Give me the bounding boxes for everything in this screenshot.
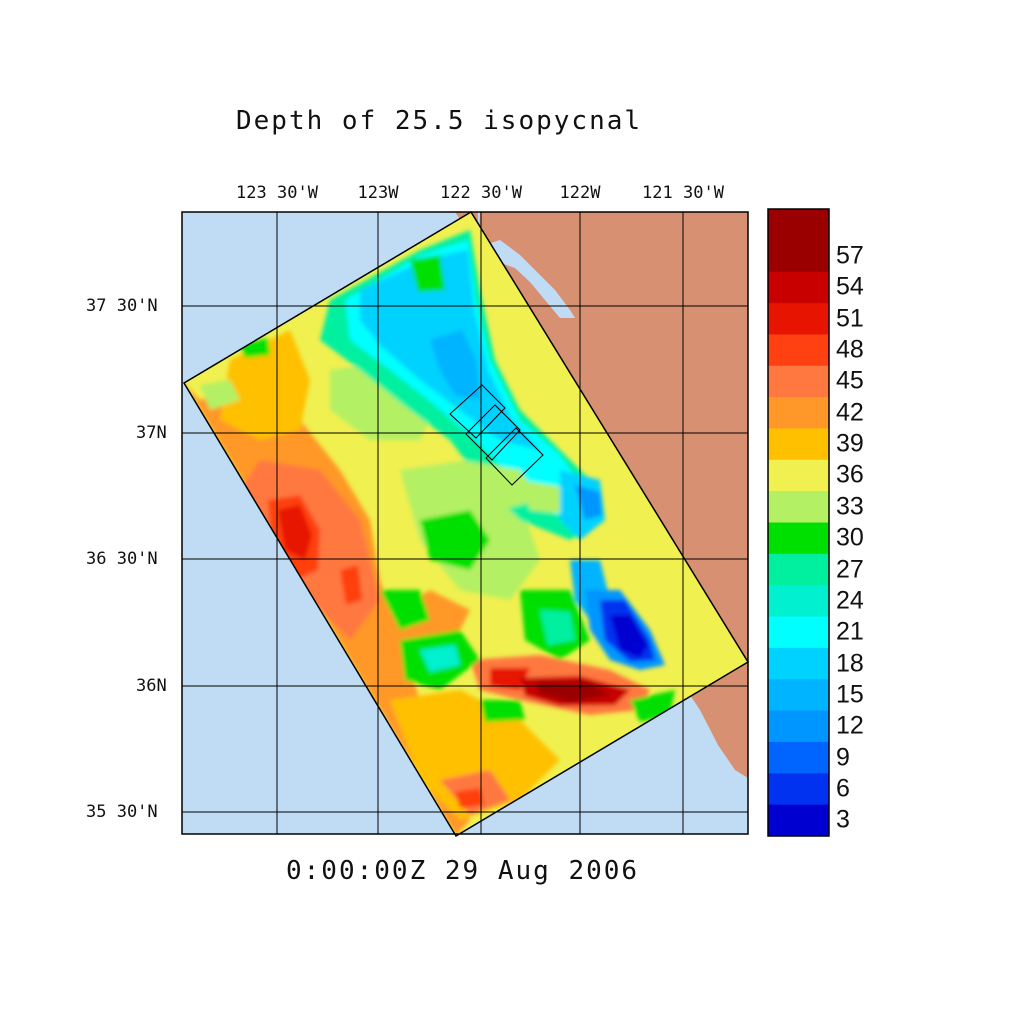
colorbar-swatch (768, 491, 829, 523)
longitude-label: 121 30'W (642, 183, 724, 203)
colorbar-label: 9 (836, 743, 850, 772)
colorbar-swatch (768, 647, 829, 680)
colorbar-label: 36 (836, 460, 864, 489)
colorbar-label: 33 (836, 492, 864, 521)
colorbar-swatch (768, 459, 829, 492)
longitude-label: 123 30'W (236, 183, 318, 203)
colorbar-label: 30 (836, 523, 864, 552)
longitude-label: 122 30'W (440, 183, 522, 203)
nested-domain-box (465, 404, 521, 461)
colorbar-label: 21 (836, 617, 864, 646)
colorbar-swatch (768, 240, 829, 273)
longitude-label: 122W (559, 183, 601, 203)
plot-title: Depth of 25.5 isopycnal (236, 106, 643, 136)
latitude-label: 35 30'N (86, 802, 158, 822)
colorbar-swatch (768, 804, 829, 837)
colorbar-label: 39 (836, 429, 864, 458)
colorbar-label: 12 (836, 711, 864, 740)
isopycnal-depth-field (184, 212, 748, 836)
latitude-label: 36 30'N (86, 549, 158, 569)
colorbar-frame (767, 208, 830, 837)
latitude-label: 36N (136, 676, 167, 696)
model-domain-outline (182, 210, 750, 838)
colorbar (767, 208, 830, 837)
timestamp: 0:00:00Z 29 Aug 2006 (286, 856, 640, 886)
colorbar-swatch (768, 522, 829, 555)
colorbar-swatch (768, 365, 829, 398)
colorbar-label: 57 (836, 241, 864, 270)
colorbar-swatch (768, 741, 829, 774)
colorbar-swatch (768, 271, 829, 304)
colorbar-label: 48 (836, 335, 864, 364)
colorbar-label: 18 (836, 649, 864, 678)
colorbar-swatch (768, 428, 829, 461)
colorbar-swatch (768, 585, 829, 618)
colorbar-label: 24 (836, 586, 864, 615)
nested-domain-box (485, 427, 544, 486)
colorbar-swatch (768, 710, 829, 743)
latitude-label: 37N (136, 423, 167, 443)
colorbar-label: 54 (836, 272, 864, 301)
colorbar-swatch (768, 303, 829, 335)
colorbar-label: 45 (836, 366, 864, 395)
colorbar-label: 51 (836, 304, 864, 333)
graticule (182, 212, 748, 834)
colorbar-label: 27 (836, 555, 864, 584)
colorbar-label: 3 (836, 805, 850, 834)
colorbar-swatch (768, 334, 829, 367)
colorbar-swatch (768, 209, 829, 241)
colorbar-label: 6 (836, 774, 850, 803)
longitude-label: 123W (357, 183, 399, 203)
colorbar-swatch (768, 679, 829, 712)
colorbar-label: 15 (836, 680, 864, 709)
colorbar-swatch (768, 616, 829, 649)
latitude-label: 37 30'N (86, 296, 158, 316)
plot-frame (181, 211, 749, 835)
colorbar-swatch (768, 397, 829, 429)
colorbar-swatch (768, 773, 829, 806)
colorbar-label: 42 (836, 398, 864, 427)
nested-domain-box (449, 384, 506, 439)
colorbar-swatch (768, 553, 829, 586)
